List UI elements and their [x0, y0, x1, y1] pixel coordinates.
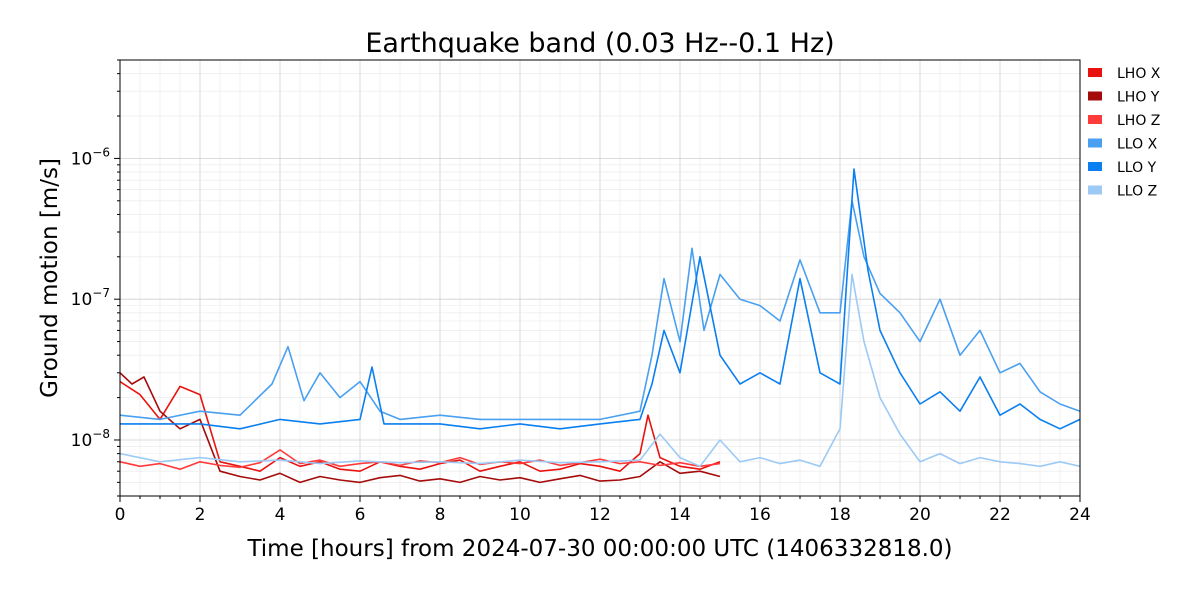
legend-swatch-llo-y — [1088, 162, 1102, 171]
series-line-llo-x — [119, 200, 1081, 421]
legend-swatch-lho-z — [1088, 115, 1102, 124]
x-tick-label: 0 — [115, 505, 126, 525]
x-tick-label: 8 — [435, 505, 446, 525]
legend-swatch-lho-x — [1088, 68, 1102, 77]
legend-label-lho-x: LHO X — [1117, 66, 1161, 82]
series-line-lho-x — [119, 380, 721, 473]
series-line-lho-y — [119, 372, 721, 484]
legend-label-llo-x: LLO X — [1117, 137, 1158, 153]
x-tick-label: 18 — [829, 505, 851, 525]
x-tick-label: 24 — [1069, 505, 1091, 525]
legend-label-llo-y: LLO Y — [1117, 160, 1157, 176]
grid — [119, 59, 1081, 497]
series-line-llo-y — [120, 168, 1081, 430]
x-tick-label: 10 — [509, 505, 531, 525]
series-line-llo-z — [119, 273, 1081, 468]
legend-label-llo-z: LLO Z — [1117, 184, 1157, 200]
legend-label-lho-y: LHO Y — [1117, 90, 1160, 106]
legend-label-lho-z: LHO Z — [1117, 113, 1160, 129]
legend-swatch-llo-x — [1088, 138, 1102, 148]
series-lines — [119, 168, 1081, 484]
legend-swatch-llo-z — [1088, 185, 1102, 195]
x-tick-label: 4 — [275, 505, 286, 525]
x-axis-label: Time [hours] from 2024-07-30 00:00:00 UT… — [246, 536, 952, 562]
x-tick-label: 22 — [989, 505, 1011, 525]
legend: LHO X LHO Y LHO Z LLO X LLO Y LLO Z — [1088, 66, 1161, 200]
x-tick-label: 16 — [749, 505, 771, 525]
x-axis: 0 2 4 6 8 10 12 14 16 18 20 22 24 — [115, 496, 1091, 525]
y-tick-label: 10−7 — [71, 286, 110, 310]
x-tick-label: 20 — [909, 505, 931, 525]
y-axis: 10−8 10−7 10−6 — [71, 59, 120, 497]
series-line-lho-z — [119, 449, 721, 471]
x-tick-label: 2 — [195, 505, 206, 525]
chart-title: Earthquake band (0.03 Hz--0.1 Hz) — [365, 28, 834, 59]
y-tick-label: 10−6 — [71, 145, 110, 169]
x-tick-label: 12 — [589, 505, 611, 525]
legend-swatch-lho-y — [1088, 91, 1102, 101]
y-tick-label: 10−8 — [71, 427, 110, 451]
y-axis-label: Ground motion [m/s] — [37, 158, 63, 398]
x-tick-label: 14 — [669, 505, 691, 525]
x-tick-label: 6 — [355, 505, 366, 525]
